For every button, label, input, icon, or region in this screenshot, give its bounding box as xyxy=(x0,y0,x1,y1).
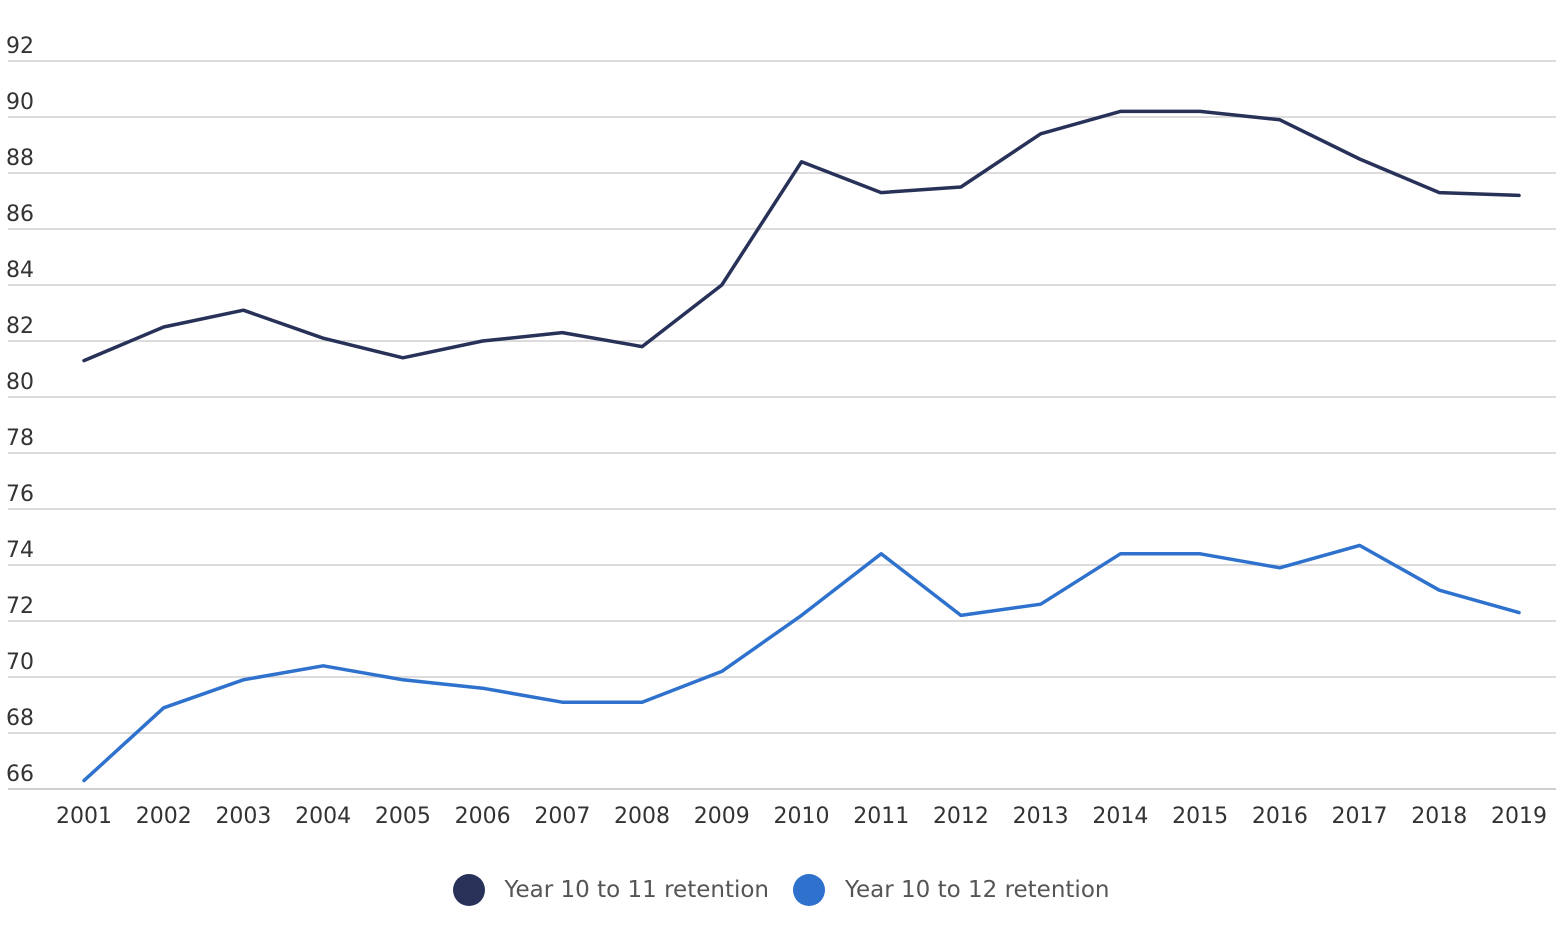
y-tick-label: 76 xyxy=(6,482,34,507)
y-tick-label: 84 xyxy=(6,258,34,283)
series-line-1 xyxy=(82,109,1521,363)
y-tick-label: 82 xyxy=(6,314,34,339)
series-line-2 xyxy=(82,543,1521,783)
y-axis-ticks: 66 68 70 72 74 76 78 80 82 84 86 88 90 92 xyxy=(6,34,34,787)
x-tick-label: 2018 xyxy=(1411,804,1467,829)
legend-swatch-series-1 xyxy=(452,874,485,906)
legend-item-series-2[interactable]: Year 10 to 12 retention xyxy=(793,874,1109,906)
legend-item-series-1[interactable]: Year 10 to 11 retention xyxy=(452,874,769,906)
x-tick-label: 2015 xyxy=(1172,804,1228,829)
x-tick-label: 2013 xyxy=(1013,804,1069,829)
series-lines xyxy=(82,109,1521,783)
x-tick-label: 2005 xyxy=(375,804,431,829)
legend-swatch-series-2 xyxy=(793,874,825,906)
x-tick-label: 2003 xyxy=(215,804,271,829)
y-tick-label: 78 xyxy=(6,426,34,451)
x-axis-ticks: 2001 2002 2003 2004 2005 2006 2007 2008 2009 2010… xyxy=(56,804,1547,829)
y-tick-label: 92 xyxy=(6,34,34,59)
x-tick-label: 2002 xyxy=(136,804,192,829)
x-tick-label: 2006 xyxy=(455,804,511,829)
x-tick-label: 2014 xyxy=(1092,804,1148,829)
x-tick-label: 2007 xyxy=(534,804,590,829)
x-tick-label: 2017 xyxy=(1332,804,1388,829)
x-tick-label: 2012 xyxy=(933,804,989,829)
y-tick-label: 70 xyxy=(6,650,34,675)
x-tick-label: 2004 xyxy=(295,804,351,829)
x-tick-label: 2001 xyxy=(56,804,112,829)
y-tick-label: 88 xyxy=(6,146,34,171)
legend-label-series-1: Year 10 to 11 retention xyxy=(504,877,769,903)
x-tick-label: 2010 xyxy=(774,804,830,829)
y-tick-label: 80 xyxy=(6,370,34,395)
y-tick-label: 90 xyxy=(6,90,34,115)
x-tick-label: 2008 xyxy=(614,804,670,829)
y-tick-label: 74 xyxy=(6,538,34,563)
y-tick-label: 72 xyxy=(6,594,34,619)
x-tick-label: 2019 xyxy=(1491,804,1547,829)
y-tick-label: 68 xyxy=(6,706,34,731)
y-tick-label: 66 xyxy=(6,762,34,787)
gridlines xyxy=(8,60,1556,790)
x-tick-label: 2009 xyxy=(694,804,750,829)
y-tick-label: 86 xyxy=(6,202,34,227)
legend-label-series-2: Year 10 to 12 retention xyxy=(845,877,1110,903)
x-tick-label: 2011 xyxy=(853,804,909,829)
x-tick-label: 2016 xyxy=(1252,804,1308,829)
legend: Year 10 to 11 retention Year 10 to 12 re… xyxy=(0,874,1562,906)
